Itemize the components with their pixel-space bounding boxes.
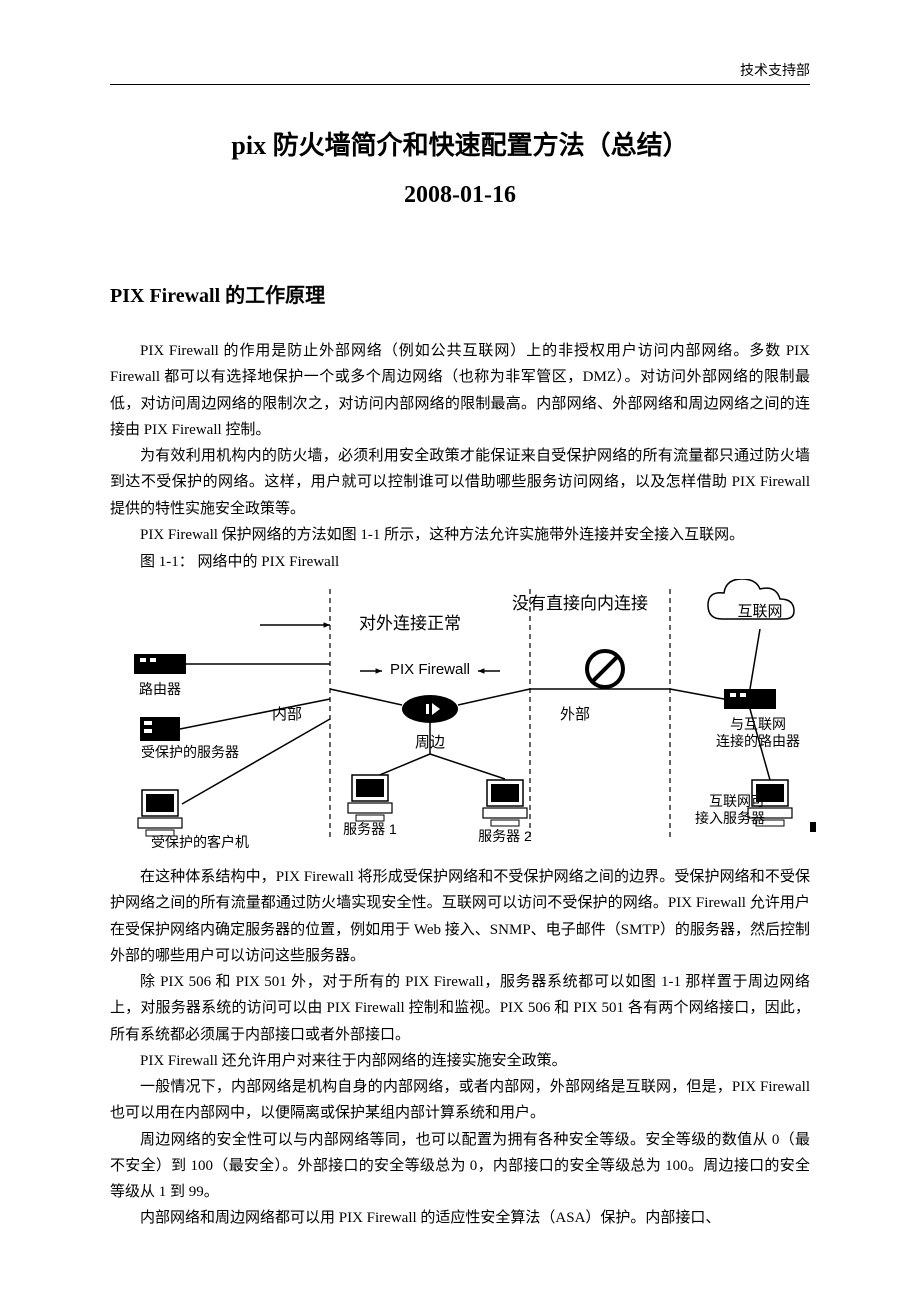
svg-text:对外连接正常: 对外连接正常 <box>359 614 461 633</box>
svg-text:内部: 内部 <box>272 706 302 723</box>
svg-text:互联网可: 互联网可 <box>709 793 765 809</box>
network-diagram: 对外连接正常 没有直接向内连接 互联网路由器受保护的服务器受保护的客户机 PIX Fi… <box>110 579 810 854</box>
header-dept: 技术支持部 <box>740 64 810 79</box>
svg-text:PIX Firewall: PIX Firewall <box>390 661 470 678</box>
paragraph: 内部网络和周边网络都可以用 PIX Firewall 的适应性安全算法（ASA）… <box>110 1205 810 1231</box>
paragraph: 一般情况下，内部网络是机构自身的内部网络，或者内部网，外部网络是互联网，但是，P… <box>110 1074 810 1127</box>
svg-text:外部: 外部 <box>560 706 590 723</box>
figure-caption: 图 1-1： 网络中的 PIX Firewall <box>110 550 810 571</box>
page-header: 技术支持部 <box>110 60 810 85</box>
svg-text:没有直接向内连接: 没有直接向内连接 <box>512 594 648 613</box>
svg-text:路由器: 路由器 <box>139 681 181 697</box>
paragraph: PIX Firewall 保护网络的方法如图 1-1 所示，这种方法允许实施带外… <box>110 522 810 548</box>
svg-text:接入服务器: 接入服务器 <box>695 810 765 826</box>
paragraph: 除 PIX 506 和 PIX 501 外，对于所有的 PIX Firewall… <box>110 969 810 1048</box>
section-heading: PIX Firewall 的工作原理 <box>110 279 810 308</box>
document-date: 2008-01-16 <box>110 182 810 209</box>
svg-text:与互联网: 与互联网 <box>730 716 786 732</box>
svg-text:受保护的服务器: 受保护的服务器 <box>141 744 239 760</box>
svg-text:互联网: 互联网 <box>737 603 782 620</box>
svg-text:受保护的客户机: 受保护的客户机 <box>151 834 249 850</box>
paragraph: PIX Firewall 的作用是防止外部网络（例如公共互联网）上的非授权用户访… <box>110 338 810 443</box>
svg-text:服务器 2: 服务器 2 <box>478 828 532 844</box>
paragraph: 周边网络的安全性可以与内部网络等同，也可以配置为拥有各种安全等级。安全等级的数值… <box>110 1127 810 1206</box>
paragraph: 在这种体系结构中，PIX Firewall 将形成受保护网络和不受保护网络之间的… <box>110 864 810 969</box>
document-page: 技术支持部 pix 防火墙简介和快速配置方法（总结） 2008-01-16 PI… <box>0 0 920 1292</box>
document-title: pix 防火墙简介和快速配置方法（总结） <box>110 125 810 162</box>
paragraph: 为有效利用机构内的防火墙，必须利用安全政策才能保证来自受保护网络的所有流量都只通… <box>110 443 810 522</box>
paragraph: PIX Firewall 还允许用户对来往于内部网络的连接实施安全政策。 <box>110 1048 810 1074</box>
svg-text:服务器 1: 服务器 1 <box>343 821 397 837</box>
